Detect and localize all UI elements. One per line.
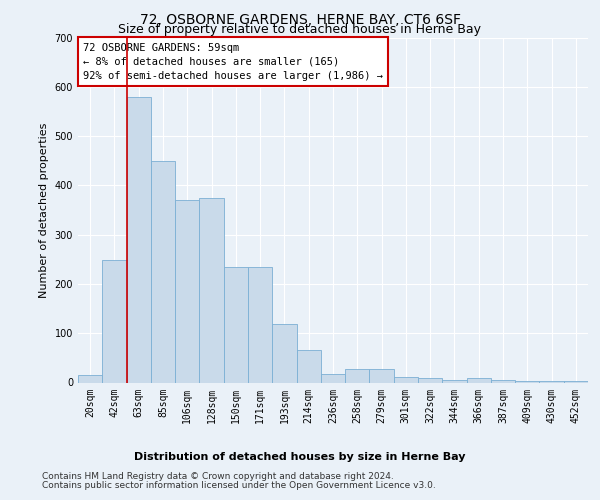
Text: Contains HM Land Registry data © Crown copyright and database right 2024.: Contains HM Land Registry data © Crown c… (42, 472, 394, 481)
Text: 72, OSBORNE GARDENS, HERNE BAY, CT6 6SF: 72, OSBORNE GARDENS, HERNE BAY, CT6 6SF (139, 12, 461, 26)
Bar (345, 368, 370, 382)
Bar (394, 377, 418, 382)
Bar (102, 260, 127, 382)
Bar (539, 380, 564, 382)
Bar (321, 374, 345, 382)
Text: Distribution of detached houses by size in Herne Bay: Distribution of detached houses by size … (134, 452, 466, 462)
Y-axis label: Number of detached properties: Number of detached properties (39, 122, 49, 298)
Bar (564, 380, 588, 382)
Text: Size of property relative to detached houses in Herne Bay: Size of property relative to detached ho… (119, 22, 482, 36)
Bar (442, 380, 467, 382)
Bar (491, 380, 515, 382)
Bar (515, 380, 539, 382)
Bar (127, 96, 151, 383)
Bar (248, 266, 272, 382)
Bar (199, 198, 224, 382)
Text: 72 OSBORNE GARDENS: 59sqm
← 8% of detached houses are smaller (165)
92% of semi-: 72 OSBORNE GARDENS: 59sqm ← 8% of detach… (83, 42, 383, 80)
Text: Contains public sector information licensed under the Open Government Licence v3: Contains public sector information licen… (42, 481, 436, 490)
Bar (78, 375, 102, 382)
Bar (272, 324, 296, 382)
Bar (151, 160, 175, 382)
Bar (224, 266, 248, 382)
Bar (418, 378, 442, 382)
Bar (175, 200, 199, 382)
Bar (370, 368, 394, 382)
Bar (467, 378, 491, 382)
Bar (296, 350, 321, 382)
